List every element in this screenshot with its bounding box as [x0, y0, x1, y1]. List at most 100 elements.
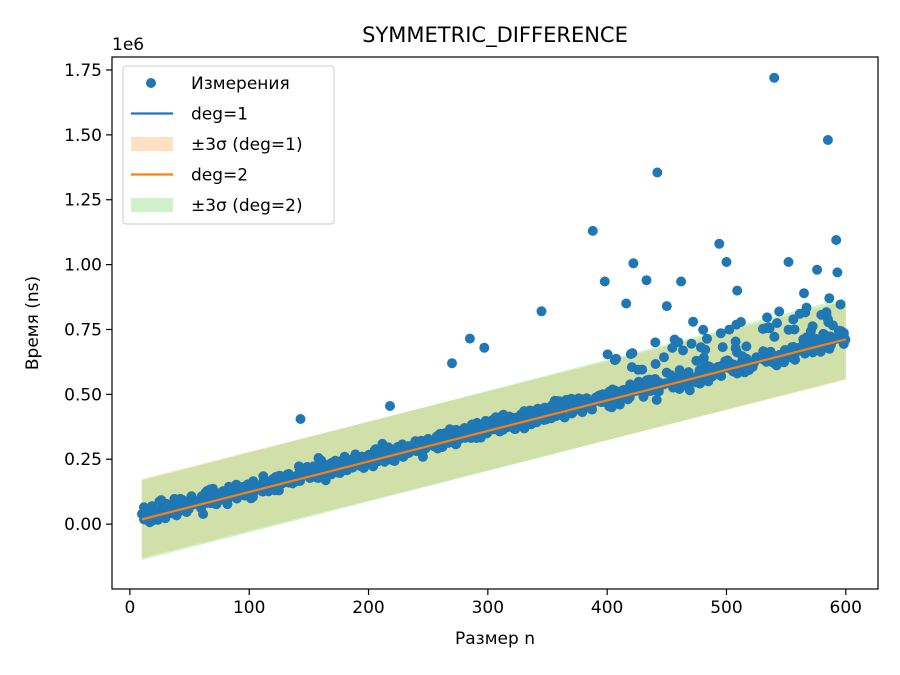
data-point	[599, 276, 610, 287]
data-point	[413, 438, 424, 449]
data-point	[737, 351, 748, 362]
data-point	[626, 380, 637, 391]
data-point	[611, 353, 622, 364]
data-point	[464, 333, 475, 344]
data-point	[676, 276, 687, 287]
data-point	[480, 415, 491, 426]
data-point	[769, 331, 780, 342]
data-point	[673, 337, 684, 348]
data-point	[646, 379, 657, 390]
x-tick-label: 400	[591, 598, 623, 618]
data-point	[799, 288, 809, 299]
data-point	[279, 471, 290, 482]
y-tick-label: 0.75	[64, 320, 102, 340]
data-point	[812, 264, 823, 275]
data-point	[368, 461, 379, 472]
data-point	[774, 306, 785, 317]
data-point	[369, 445, 380, 456]
data-point	[714, 238, 725, 249]
x-tick-label: 500	[710, 598, 742, 618]
y-tick-label: 0.00	[64, 515, 102, 535]
data-point	[539, 402, 550, 413]
data-point	[582, 395, 593, 406]
data-point	[621, 298, 632, 309]
y-tick-label: 1.50	[64, 126, 102, 146]
legend-box	[122, 65, 335, 225]
data-point	[431, 431, 442, 442]
legend-label: ±3σ (deg=2)	[191, 196, 303, 216]
data-point	[555, 396, 565, 407]
data-point	[772, 318, 782, 329]
data-point	[731, 319, 742, 330]
y-offset-label: 1e6	[112, 35, 144, 55]
x-tick-label: 200	[352, 598, 384, 618]
data-point	[602, 349, 613, 360]
legend-marker-measurements	[146, 78, 156, 88]
data-point	[651, 394, 662, 405]
data-point	[688, 316, 699, 327]
data-point	[686, 338, 697, 349]
data-point	[739, 367, 750, 378]
data-point	[788, 314, 799, 325]
data-point	[717, 342, 728, 353]
data-point	[822, 135, 833, 145]
data-point	[800, 307, 811, 318]
data-point	[590, 392, 601, 403]
legend-label: deg=1	[191, 105, 248, 125]
x-tick-label: 0	[124, 598, 135, 618]
data-point	[698, 357, 709, 368]
y-tick-label: 0.50	[64, 385, 102, 405]
data-point	[650, 359, 661, 369]
data-point	[316, 455, 327, 466]
data-point	[444, 424, 455, 435]
data-point	[587, 404, 597, 415]
data-point	[732, 285, 743, 296]
data-point	[807, 321, 818, 332]
y-tick-label: 1.00	[64, 256, 102, 276]
data-point	[213, 488, 224, 499]
y-tick-label: 0.25	[64, 450, 102, 470]
data-point	[703, 364, 714, 375]
y-axis-label: Время (ns)	[23, 276, 43, 370]
data-point	[628, 258, 639, 269]
data-point	[385, 401, 395, 411]
data-point	[680, 370, 690, 380]
data-point	[479, 342, 490, 353]
data-point	[659, 352, 669, 363]
data-point	[783, 257, 794, 267]
data-point	[722, 355, 733, 366]
legend-label: Измерения	[191, 74, 290, 94]
data-point	[715, 328, 726, 339]
data-point	[258, 471, 269, 482]
x-tick-label: 300	[472, 598, 504, 618]
data-point	[519, 423, 530, 434]
data-point	[304, 464, 315, 475]
data-point	[559, 412, 570, 423]
data-point	[231, 479, 242, 490]
data-point	[831, 235, 842, 245]
data-point	[633, 364, 644, 375]
chart-title: SYMMETRIC_DIFFERENCE	[362, 23, 628, 48]
x-tick-label: 600	[830, 598, 862, 618]
data-point	[604, 401, 615, 412]
data-point	[536, 306, 547, 317]
legend-band-swatch	[131, 198, 173, 212]
data-point	[724, 324, 735, 335]
data-point	[721, 257, 732, 267]
data-point	[789, 324, 800, 335]
fit-line-deg2	[141, 338, 847, 521]
data-point	[652, 167, 663, 178]
data-point	[684, 385, 695, 396]
data-point	[757, 323, 768, 334]
plot-frame	[111, 56, 879, 590]
x-axis: 0 100 200 300 400 500 600	[124, 589, 862, 618]
data-point	[811, 335, 822, 346]
data-point	[838, 328, 849, 338]
legend-label: ±3σ (deg=1)	[191, 135, 303, 155]
data-point	[821, 310, 832, 320]
legend: Измерения deg=1 ±3σ (deg=1) deg=2 ±3σ (deg=2…	[122, 65, 335, 225]
y-tick-label: 1.25	[64, 191, 102, 211]
data-point	[700, 344, 711, 355]
x-axis-label: Размер n	[455, 629, 535, 649]
